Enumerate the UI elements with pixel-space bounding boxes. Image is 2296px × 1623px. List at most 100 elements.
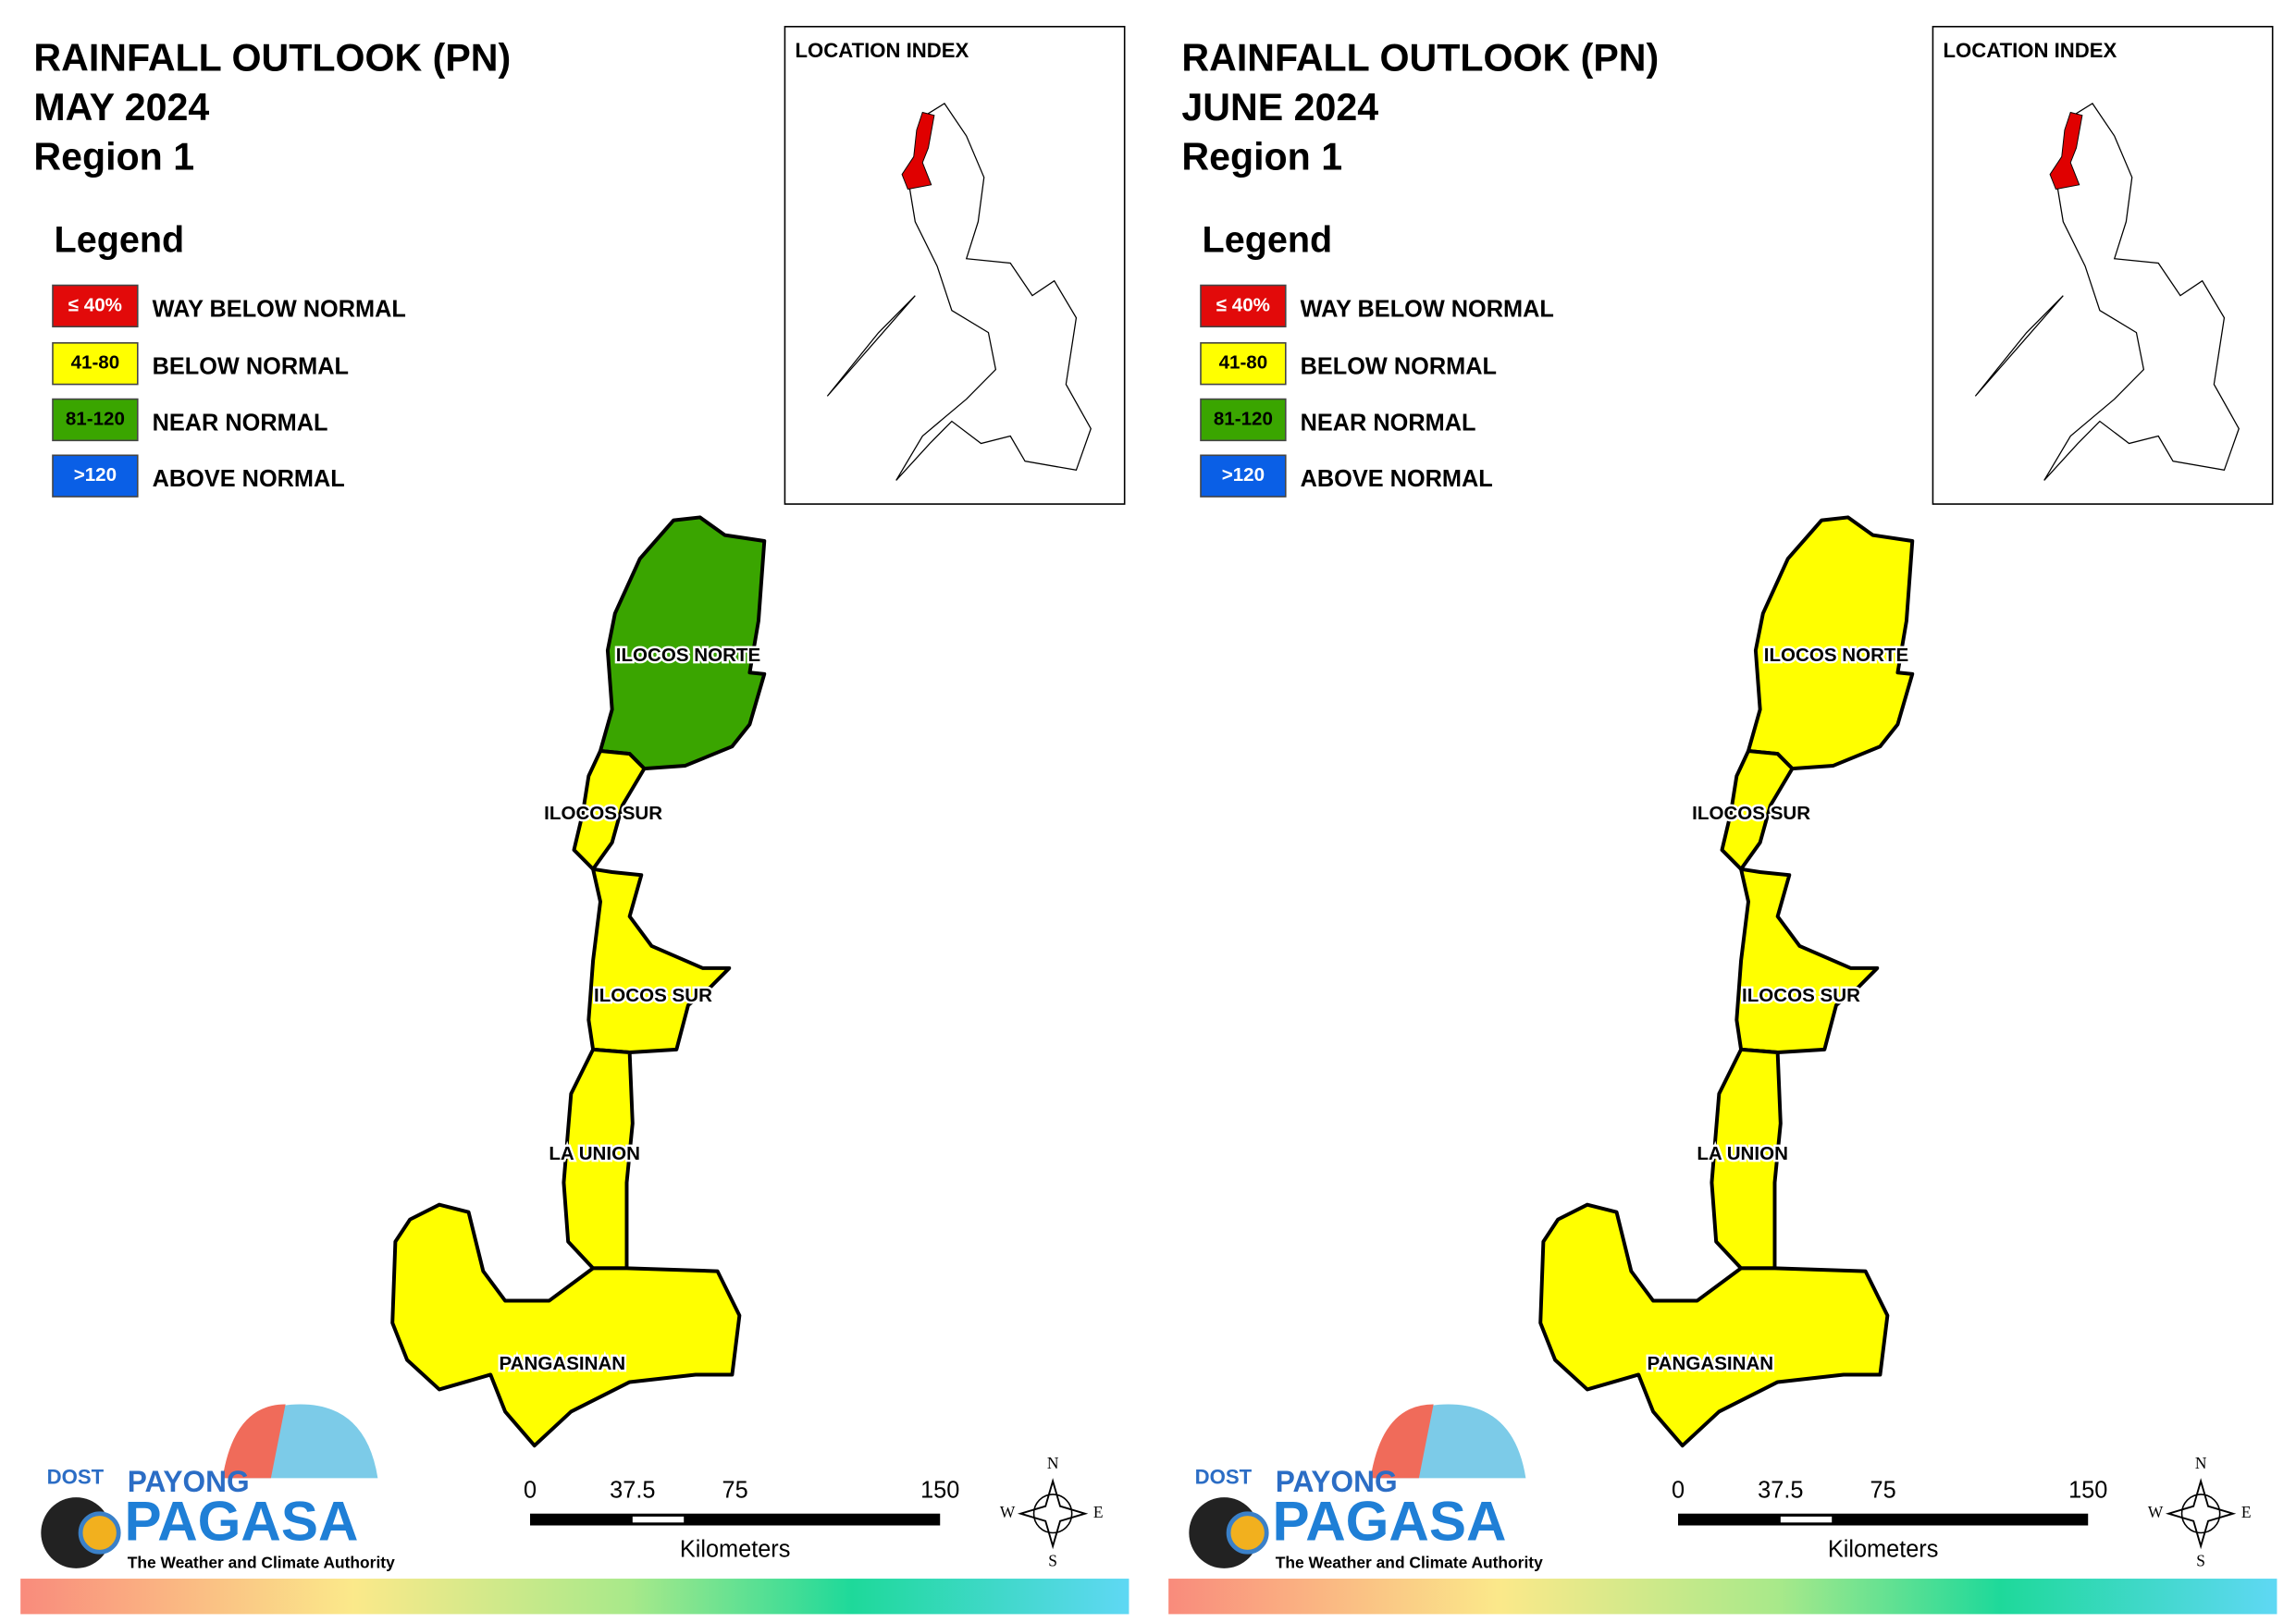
scale-tick-label: 150	[2068, 1477, 2107, 1503]
legend-swatch	[52, 284, 139, 328]
province-label: ILOCOS SUR	[1742, 985, 1860, 1006]
legend-label: WAY BELOW NORMAL	[1301, 296, 1554, 322]
logo-name: PAYONG	[128, 1465, 250, 1498]
legend-swatch	[1200, 342, 1287, 386]
scale-tick-label: 75	[722, 1477, 748, 1503]
legend-label: WAY BELOW NORMAL	[153, 296, 406, 322]
legend-label: BELOW NORMAL	[1301, 354, 1497, 380]
title-line: Region 1	[1181, 135, 1342, 178]
compass-letter: N	[1047, 1454, 1059, 1472]
legend-label: ABOVE NORMAL	[153, 466, 345, 492]
legend-swatch	[52, 398, 139, 442]
scale-bar	[1678, 1513, 2089, 1526]
compass-letter: N	[2195, 1454, 2207, 1472]
pagasa-seal	[78, 1511, 121, 1555]
philippines-outline	[1974, 103, 2240, 481]
logo-brand: PAGASA	[125, 1489, 359, 1552]
compass-ring	[1032, 1494, 1073, 1534]
footer-band	[1168, 1579, 2277, 1615]
scale-tick-label: 150	[920, 1477, 959, 1503]
legend-code: >120	[1222, 464, 1265, 486]
legend-code: ≤ 40%	[1216, 294, 1270, 315]
scale-unit: Kilometers	[1828, 1536, 1939, 1562]
region-highlight	[2049, 111, 2083, 191]
region-highlight	[901, 111, 935, 191]
title-line: Region 1	[33, 135, 194, 178]
title-line: RAINFALL OUTLOOK (PN)	[33, 36, 511, 79]
province	[572, 748, 647, 871]
panel: RAINFALL OUTLOOK (PN) MAY 2024 Region 1 Leg…	[20, 25, 1129, 1615]
compass-letter: W	[2148, 1503, 2164, 1521]
scale-bar-segment	[1780, 1516, 1833, 1523]
footer-band	[20, 1579, 1129, 1615]
legend-swatch	[52, 454, 139, 498]
compass-letter: E	[2241, 1503, 2252, 1521]
province-label: ILOCOS NORTE	[1764, 645, 1908, 666]
legend-code: 41-80	[71, 352, 120, 374]
compass-rose	[2165, 1478, 2237, 1550]
umbrella-left	[1370, 1404, 1434, 1479]
legend-title: Legend	[55, 220, 185, 261]
umbrella-left	[222, 1404, 286, 1479]
scale-unit: Kilometers	[680, 1536, 791, 1562]
legend-label: ABOVE NORMAL	[1301, 466, 1493, 492]
panel: RAINFALL OUTLOOK (PN) JUNE 2024 Region 1 Le…	[1168, 25, 2277, 1615]
province	[599, 515, 767, 771]
province	[390, 1202, 742, 1448]
province	[1734, 867, 1880, 1055]
legend-swatch	[52, 342, 139, 386]
province-label: ILOCOS SUR	[1692, 803, 1810, 824]
legend-swatch	[1200, 398, 1287, 442]
compass-letter: W	[1000, 1503, 1016, 1521]
legend-swatch	[1200, 454, 1287, 498]
logo-name: PAYONG	[1276, 1465, 1398, 1498]
province-label: ILOCOS NORTE	[616, 645, 760, 666]
logo-tagline: The Weather and Climate Authority	[128, 1554, 395, 1572]
legend-label: NEAR NORMAL	[1301, 410, 1476, 436]
province	[586, 867, 732, 1055]
compass-letter: S	[1048, 1551, 1057, 1569]
pagasa-seal	[1226, 1511, 1269, 1555]
province	[1747, 515, 1915, 771]
province-label: PANGASINAN	[1647, 1353, 1773, 1374]
location-index-title: LOCATION INDEX	[796, 39, 969, 62]
legend-title: Legend	[1203, 220, 1333, 261]
location-index-title: LOCATION INDEX	[1944, 39, 2117, 62]
scale-tick-label: 37.5	[1758, 1477, 1803, 1503]
province-label: LA UNION	[1697, 1143, 1788, 1164]
legend-code: 41-80	[1219, 352, 1268, 374]
legend-label: NEAR NORMAL	[153, 410, 328, 436]
scale-tick-label: 75	[1870, 1477, 1896, 1503]
compass-letter: E	[1093, 1503, 1104, 1521]
province-label: ILOCOS SUR	[594, 985, 712, 1006]
province-label: PANGASINAN	[499, 1353, 625, 1374]
province-label: ILOCOS SUR	[544, 803, 662, 824]
logo-agency: DOST	[47, 1465, 105, 1488]
legend-swatch	[1200, 284, 1287, 328]
legend-code: >120	[74, 464, 117, 486]
compass-ring	[2180, 1494, 2221, 1534]
scale-bar	[530, 1513, 941, 1526]
province	[1538, 1202, 1890, 1448]
philippines-outline	[826, 103, 1092, 481]
legend-code: 81-120	[66, 408, 125, 429]
province-label: LA UNION	[549, 1143, 640, 1164]
compass-letter: S	[2196, 1551, 2205, 1569]
logo-agency: DOST	[1195, 1465, 1253, 1488]
title-line: RAINFALL OUTLOOK (PN)	[1181, 36, 1659, 79]
province	[1720, 748, 1795, 871]
scale-tick-label: 0	[1672, 1477, 1685, 1503]
scale-tick-label: 0	[524, 1477, 537, 1503]
title-line: MAY 2024	[33, 86, 209, 129]
scale-tick-label: 37.5	[610, 1477, 655, 1503]
legend-code: ≤ 40%	[68, 294, 122, 315]
legend-label: BELOW NORMAL	[153, 354, 349, 380]
title-line: JUNE 2024	[1181, 86, 1378, 129]
compass-rose	[1017, 1478, 1089, 1550]
logo-tagline: The Weather and Climate Authority	[1276, 1554, 1543, 1572]
legend-code: 81-120	[1214, 408, 1273, 429]
logo-brand: PAGASA	[1273, 1489, 1507, 1552]
